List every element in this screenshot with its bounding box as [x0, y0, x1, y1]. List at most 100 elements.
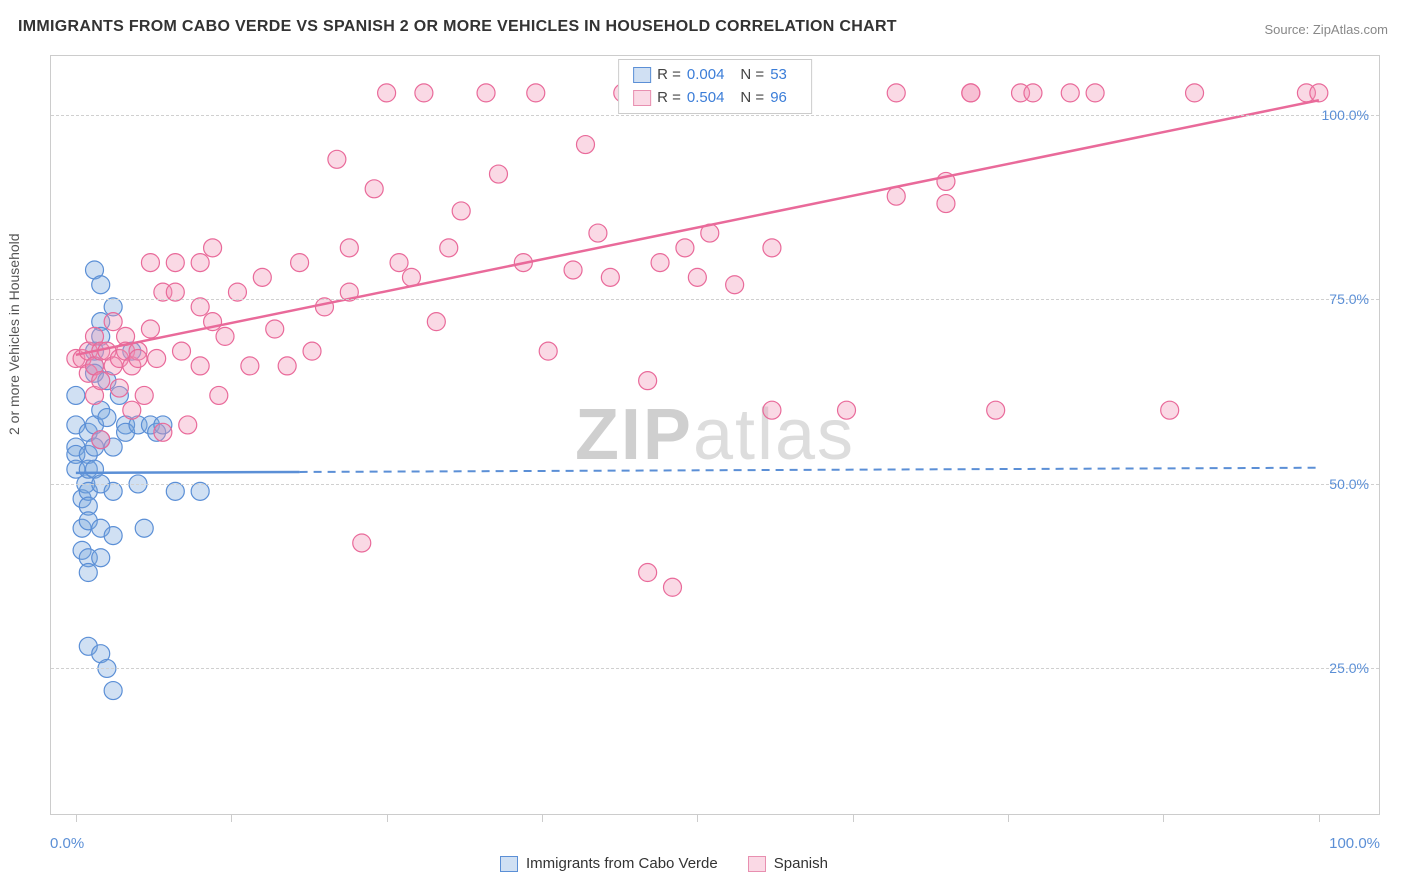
scatter-point — [110, 379, 128, 397]
chart-title: IMMIGRANTS FROM CABO VERDE VS SPANISH 2 … — [18, 18, 897, 36]
x-tick — [853, 814, 854, 822]
scatter-point — [67, 386, 85, 404]
scatter-point — [79, 564, 97, 582]
scatter-point — [390, 254, 408, 272]
legend-r-label: R = — [657, 64, 681, 87]
scatter-point — [987, 401, 1005, 419]
scatter-point — [92, 372, 110, 390]
scatter-point — [763, 401, 781, 419]
scatter-point — [92, 431, 110, 449]
scatter-point — [266, 320, 284, 338]
scatter-svg — [51, 56, 1381, 816]
scatter-point — [129, 350, 147, 368]
scatter-point — [216, 327, 234, 345]
scatter-point — [191, 357, 209, 375]
scatter-point — [141, 254, 159, 272]
legend-series-label: Spanish — [774, 855, 828, 872]
x-tick — [1319, 814, 1320, 822]
scatter-point — [539, 342, 557, 360]
legend-series: Immigrants from Cabo Verde Spanish — [500, 855, 850, 872]
scatter-point — [1061, 84, 1079, 102]
scatter-point — [104, 682, 122, 700]
scatter-point — [191, 298, 209, 316]
x-tick — [697, 814, 698, 822]
scatter-point — [378, 84, 396, 102]
scatter-point — [763, 239, 781, 257]
scatter-point — [328, 150, 346, 168]
scatter-point — [576, 136, 594, 154]
y-tick-label: 100.0% — [1322, 107, 1369, 123]
scatter-point — [148, 350, 166, 368]
scatter-point — [104, 313, 122, 331]
x-axis-min-label: 0.0% — [50, 835, 84, 852]
scatter-point — [477, 84, 495, 102]
legend-n-label: N = — [740, 87, 764, 110]
legend-swatch — [500, 856, 518, 872]
scatter-point — [303, 342, 321, 360]
scatter-point — [1186, 84, 1204, 102]
gridline — [51, 115, 1379, 116]
legend-stats: R = 0.004 N = 53 R = 0.504 N = 96 — [618, 59, 812, 114]
legend-swatch — [748, 856, 766, 872]
regression-line — [76, 472, 300, 473]
scatter-point — [135, 386, 153, 404]
scatter-point — [887, 187, 905, 205]
scatter-point — [173, 342, 191, 360]
legend-r-label: R = — [657, 87, 681, 110]
legend-series-label: Immigrants from Cabo Verde — [526, 855, 718, 872]
scatter-point — [104, 527, 122, 545]
y-tick-label: 50.0% — [1329, 476, 1369, 492]
scatter-point — [663, 578, 681, 596]
scatter-point — [726, 276, 744, 294]
scatter-point — [365, 180, 383, 198]
x-tick — [542, 814, 543, 822]
scatter-point — [241, 357, 259, 375]
scatter-point — [135, 519, 153, 537]
legend-n-value: 96 — [770, 87, 797, 110]
x-tick — [1163, 814, 1164, 822]
scatter-point — [440, 239, 458, 257]
scatter-point — [166, 482, 184, 500]
scatter-point — [191, 482, 209, 500]
scatter-point — [937, 195, 955, 213]
scatter-point — [639, 564, 657, 582]
scatter-point — [887, 84, 905, 102]
scatter-point — [688, 268, 706, 286]
scatter-point — [353, 534, 371, 552]
gridline — [51, 668, 1379, 669]
legend-n-value: 53 — [770, 64, 797, 87]
x-tick — [76, 814, 77, 822]
legend-swatch — [633, 67, 651, 83]
scatter-point — [1161, 401, 1179, 419]
legend-n-label: N = — [740, 64, 764, 87]
plot-area: ZIPatlas R = 0.004 N = 53 R = 0.504 N = … — [50, 55, 1380, 815]
scatter-point — [415, 84, 433, 102]
scatter-point — [98, 409, 116, 427]
scatter-point — [92, 276, 110, 294]
scatter-point — [291, 254, 309, 272]
x-axis-max-label: 100.0% — [1329, 835, 1380, 852]
x-tick — [1008, 814, 1009, 822]
y-tick-label: 75.0% — [1329, 291, 1369, 307]
scatter-point — [601, 268, 619, 286]
scatter-point — [154, 423, 172, 441]
scatter-point — [962, 84, 980, 102]
scatter-point — [651, 254, 669, 272]
scatter-point — [179, 416, 197, 434]
scatter-point — [228, 283, 246, 301]
scatter-point — [427, 313, 445, 331]
legend-r-value: 0.004 — [687, 64, 735, 87]
scatter-point — [253, 268, 271, 286]
y-axis-label: 2 or more Vehicles in Household — [6, 233, 22, 435]
scatter-point — [204, 239, 222, 257]
scatter-point — [452, 202, 470, 220]
scatter-point — [315, 298, 333, 316]
gridline — [51, 299, 1379, 300]
legend-r-value: 0.504 — [687, 87, 735, 110]
legend-stat-row: R = 0.004 N = 53 — [633, 64, 797, 87]
scatter-point — [340, 239, 358, 257]
scatter-point — [676, 239, 694, 257]
legend-stat-row: R = 0.504 N = 96 — [633, 87, 797, 110]
scatter-point — [1086, 84, 1104, 102]
regression-line-dashed — [300, 468, 1319, 472]
